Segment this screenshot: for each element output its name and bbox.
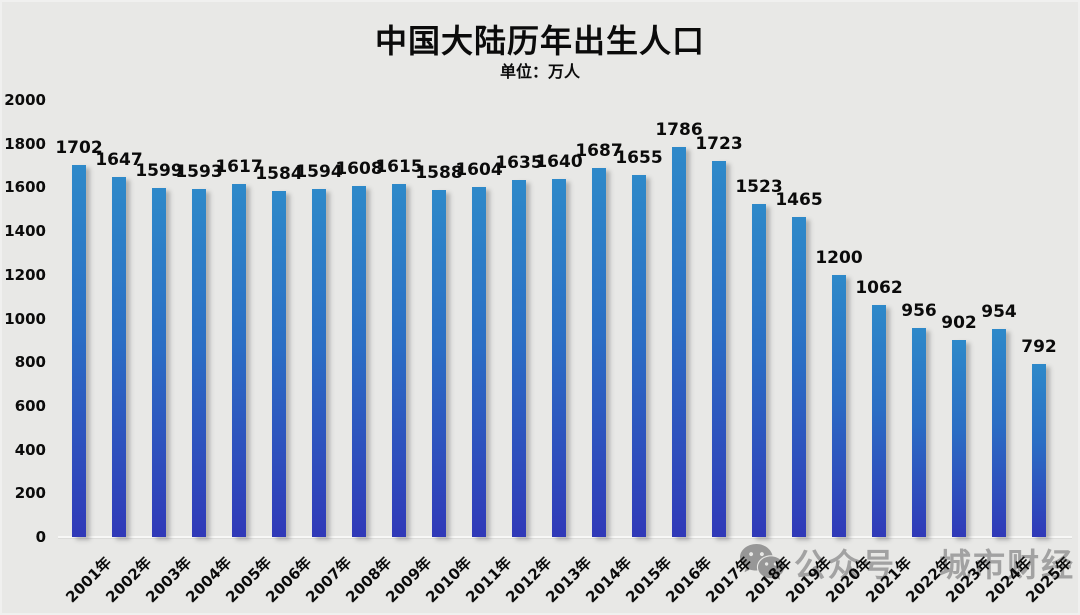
bar-value-label: 1584 [255,163,303,184]
bar-value-label: 1594 [295,161,343,182]
bar [952,339,966,537]
bar-value-label: 1608 [335,158,383,179]
watermark-text: 公众号 城市财经 [794,546,1076,584]
y-axis-tick-label: 200 [14,484,46,503]
bar [672,146,686,537]
bar [912,328,926,537]
bar-value-label: 1615 [375,157,423,178]
bar-value-label: 956 [901,301,937,322]
bar [472,186,486,537]
watermark: 公众号 城市财经 [738,540,1075,586]
bar-value-label: 902 [941,312,977,333]
y-axis-tick-label: 0 [35,528,46,546]
bar-value-label: 1523 [735,177,783,198]
bar-value-label: 1465 [775,189,823,210]
x-axis-line [58,536,1072,539]
y-axis-tick-label: 600 [14,396,46,415]
bar-value-label: 1647 [95,150,143,171]
bar [112,177,126,537]
bar [232,183,246,537]
bar-value-label: 1640 [535,151,583,172]
chart-title: 中国大陆历年出生人口 [374,22,705,60]
wechat-icon [740,544,784,580]
bar-value-label: 954 [981,301,1017,322]
bar-value-label: 1723 [695,133,743,154]
bar [592,168,606,537]
bar-value-label: 1617 [215,156,263,177]
bar-value-label: 1593 [175,161,223,182]
bar [552,178,566,537]
y-axis-tick-label: 800 [14,353,46,372]
bar [152,187,166,537]
bar-value-label: 1604 [455,159,503,180]
bar-value-label: 1200 [815,247,863,268]
bar [632,175,646,537]
bar [792,216,806,537]
bar [512,179,526,537]
bar [752,204,766,537]
bar-value-label: 1786 [655,119,703,140]
y-axis-tick-label: 400 [14,440,46,459]
bar [392,184,406,537]
bar-value-label: 1702 [55,138,103,159]
chart-subtitle: 单位：万人 [499,62,580,81]
bar [72,165,86,537]
bar [352,185,366,537]
bar [432,190,446,537]
bar-value-label: 1062 [855,277,903,298]
y-axis-tick-label: 1000 [4,309,46,328]
bar [832,274,846,537]
bar-value-label: 1687 [575,141,623,162]
y-axis-tick-label: 1600 [4,178,46,197]
y-axis-tick-label: 1200 [4,265,46,284]
bar [312,188,326,537]
bar-value-label: 1655 [615,148,663,169]
y-axis-tick-label: 1800 [4,134,46,153]
bar [1032,363,1046,537]
y-axis-tick-label: 1400 [4,222,46,241]
bar-value-label: 1635 [495,152,543,173]
bar [712,160,726,537]
bar-value-label: 1588 [415,163,463,184]
bar [272,190,286,537]
bar [192,188,206,537]
bar-value-label: 1599 [135,160,183,181]
y-axis-tick-label: 2000 [4,91,46,109]
bar [872,304,886,537]
bar [992,328,1006,537]
bar-value-label: 792 [1021,336,1057,357]
